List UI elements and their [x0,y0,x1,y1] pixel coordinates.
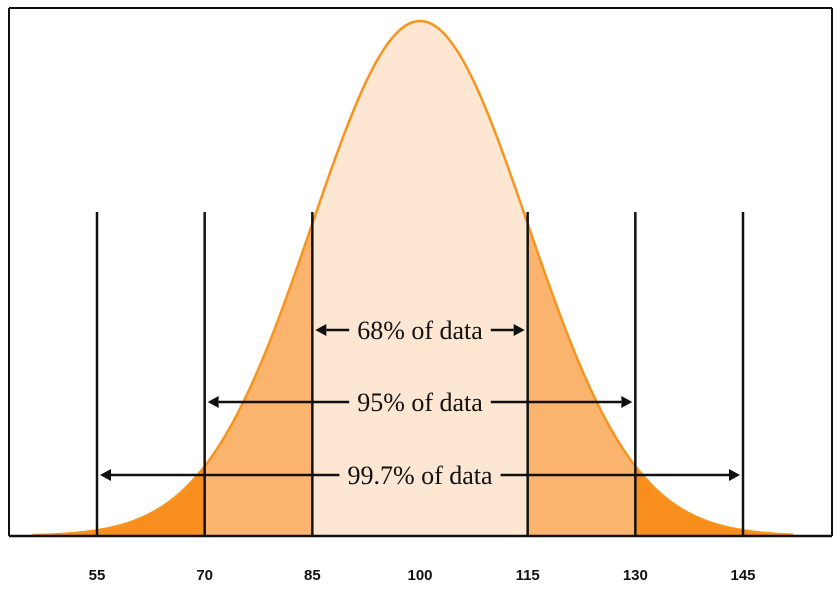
arrowhead-right-0 [513,324,525,336]
x-tick-label-145: 145 [730,567,755,584]
region-3 [32,466,205,536]
interval-label-2: 99.7% of data [347,461,493,490]
arrowhead-right-1 [621,396,633,408]
interval-1: 95% of data [207,388,633,417]
x-tick-label-55: 55 [89,567,106,584]
region-0 [312,21,528,536]
interval-0: 68% of data [315,316,525,345]
x-tick-label-130: 130 [623,567,648,584]
normal-curve [32,19,794,537]
shaded-regions [32,21,794,536]
interval-2: 99.7% of data [100,461,740,490]
x-tick-label-70: 70 [196,567,213,584]
interval-label-0: 68% of data [357,316,483,345]
arrowhead-left-0 [315,324,327,336]
interval-arrows: 68% of data 95% of data 99.7% of data [100,316,740,490]
x-tick-label-100: 100 [407,567,432,584]
arrowhead-left-1 [207,396,219,408]
arrowhead-left-2 [100,469,111,481]
x-tick-label-85: 85 [304,567,321,584]
interval-label-1: 95% of data [357,388,483,417]
region-4 [635,466,794,536]
boundary-lines [95,212,745,536]
x-tick-label-115: 115 [516,567,540,584]
x-tick-labels: 55 70 85 100 115 130 145 [89,567,756,584]
arrowhead-right-2 [729,469,740,481]
